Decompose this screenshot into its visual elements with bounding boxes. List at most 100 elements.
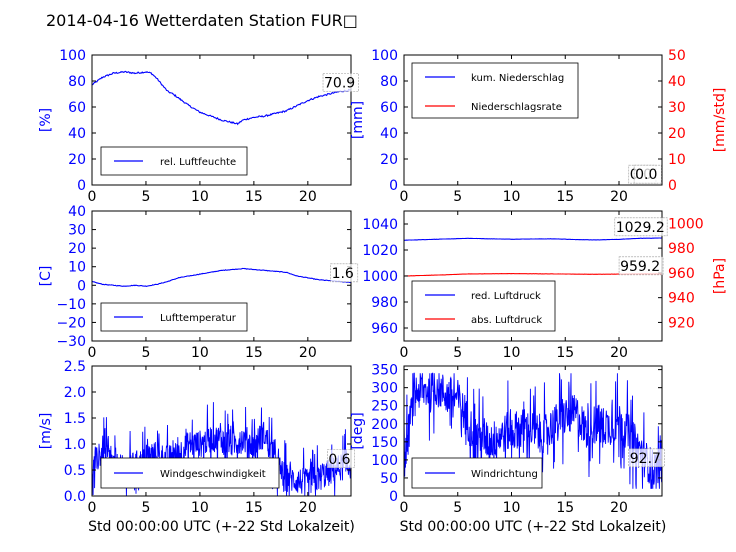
annotation-text: 92.7 [630,451,661,467]
legend: kum. Niederschlag Niederschlagsrate [411,62,579,119]
y2-tick-label: 20 [668,126,686,142]
x-tick-label: 15 [556,345,574,361]
legend-label: Niederschlagsrate [471,102,562,113]
y-tick-label: 150 [371,435,398,451]
x-tick-label: 10 [191,345,209,361]
legend-box [411,62,579,119]
chart-temperature: 0 5 10 15 20 −30 −20 −10 0 10 20 30 40 [C] Lufttempera… [38,204,359,361]
y2-tick-label: 0 [668,178,677,194]
x-tick-label: 15 [556,189,574,205]
y2-tick-label: 1000 [668,216,704,232]
y-axis-label: [m/s] [38,413,54,450]
y-tick-label: 1.5 [64,411,86,427]
y-axis-label: [mm] [350,101,366,139]
y-tick-label: 300 [371,381,398,397]
y2-tick-label: 10 [668,152,686,168]
x-tick-label: 0 [88,500,97,516]
y-tick-label: 350 [371,363,398,379]
series-line-lufttemperatur [92,267,351,287]
x-tick-label: 5 [141,500,150,516]
x-tick-label: 0 [400,345,409,361]
last-value-annotation: 92.7 [628,448,665,468]
y2-tick-label: 40 [668,74,686,90]
y-tick-label: 60 [380,100,398,116]
y2-axis-label: [mm/std] [712,88,728,153]
legend-label: kum. Niederschlag [471,73,564,84]
legend-label: Windgeschwindigkeit [160,469,266,480]
x-tick-label: 15 [245,345,263,361]
y2-tick-label: 920 [668,315,695,331]
y-axis-label: [C] [38,266,54,287]
chart-humidity: 0 5 10 15 20 0 20 40 60 80 100 [%] rel. Luftfeuchte 7… [38,48,359,205]
y-tick-label: 20 [68,152,86,168]
annotation-text: 1.6 [332,266,354,282]
x-tick-label: 0 [400,189,409,205]
x-tick-label: 20 [610,345,628,361]
series-line-windrichtung [404,372,662,489]
legend-label: abs. Luftdruck [471,315,542,326]
y-tick-label: 1020 [362,243,398,259]
x-tick-label: 5 [453,189,462,205]
legend: Lufttemperatur [100,302,248,332]
y-tick-label: 40 [68,204,86,220]
series-line-rel-luftfeuchte [92,70,351,126]
x-tick-label: 5 [141,345,150,361]
last-value-annotation: 0.0 [633,164,662,184]
x-tick-label: 10 [191,189,209,205]
y2-tick-label: 940 [668,291,695,307]
x-tick-label: 20 [610,500,628,516]
y-tick-label: 2.0 [64,385,86,401]
y-tick-label: −30 [56,334,86,350]
last-value-annotation: 1.6 [330,263,359,283]
y-tick-label: 0 [389,489,398,505]
series-line-red-luftdruck [404,237,662,241]
legend: red. Luftdruck abs. Luftdruck [411,280,556,332]
y-tick-label: 40 [68,126,86,142]
legend-label: Lufttemperatur [160,313,237,324]
x-tick-label: 20 [299,189,317,205]
legend-label: red. Luftdruck [471,291,541,302]
y-tick-label: 250 [371,399,398,415]
annotation-box [618,256,664,276]
x-tick-label: 5 [141,189,150,205]
y2-tick-label: 30 [668,100,686,116]
annotation-box [614,217,668,237]
x-tick-label: 20 [299,500,317,516]
y-tick-label: −20 [56,315,86,331]
y2-tick-label: 960 [668,266,695,282]
annotation-text: 1029.2 [616,220,665,236]
x-axis-label: Std 00:00:00 UTC (+-22 Std Lokalzeit) [88,519,355,535]
last-value-annotation: 959.2 [618,256,664,276]
x-tick-label: 15 [245,189,263,205]
last-value-annotation: 70.9 [322,73,359,92]
y-tick-label: −10 [56,297,86,313]
y-tick-label: 100 [371,48,398,64]
last-value-annotation: 0.6 [327,449,355,469]
x-tick-label: 5 [453,345,462,361]
annotation-text: 0.6 [328,452,350,468]
y-tick-label: 80 [380,74,398,90]
y-tick-label: 200 [371,417,398,433]
y-tick-label: 20 [68,241,86,257]
legend-label: Windrichtung [471,469,538,480]
annotation-text: 0.0 [635,167,657,183]
y-tick-label: 30 [68,223,86,239]
y-tick-label: 20 [380,152,398,168]
x-tick-label: 20 [299,345,317,361]
y-axis-label: [%] [38,108,54,132]
x-tick-label: 10 [191,500,209,516]
y2-tick-label: 50 [668,48,686,64]
y-tick-label: 60 [68,100,86,116]
legend-box [411,280,556,332]
y-tick-label: 40 [380,126,398,142]
y-axis-label: [deg] [350,412,366,449]
x-tick-label: 10 [503,189,521,205]
y-tick-label: 50 [380,471,398,487]
y2-tick-label: 980 [668,241,695,257]
y-tick-label: 2.5 [64,359,86,375]
legend: Windrichtung [411,457,543,489]
chart-windspeed: 0 5 10 15 20 0.0 0.5 1.0 1.5 2.0 2.5 [m/s] Std 00:00… [38,359,355,535]
y-tick-label: 10 [68,260,86,276]
